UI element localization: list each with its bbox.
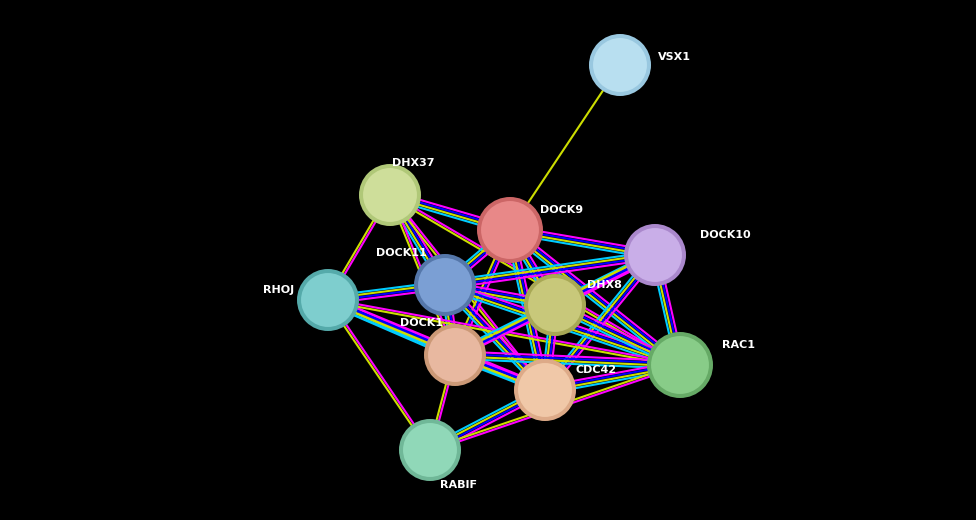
Circle shape [417,257,473,313]
Circle shape [650,335,710,395]
Circle shape [624,224,686,286]
Circle shape [424,324,486,386]
Circle shape [514,359,576,421]
Text: RABIF: RABIF [440,480,477,490]
Circle shape [402,422,458,478]
Circle shape [517,362,573,418]
Circle shape [589,34,651,96]
Text: DHX8: DHX8 [587,280,622,290]
Text: CDC42: CDC42 [575,365,616,375]
Circle shape [414,254,476,316]
Text: RHOJ: RHOJ [263,285,294,295]
Circle shape [527,277,583,333]
Circle shape [399,419,461,481]
Circle shape [592,37,648,93]
Circle shape [480,200,540,260]
Text: RAC1: RAC1 [722,340,755,350]
Circle shape [477,197,543,263]
Text: DOCK9: DOCK9 [540,205,583,215]
Text: VSX1: VSX1 [658,52,691,62]
Text: DOCK11: DOCK11 [377,248,427,258]
Circle shape [427,327,483,383]
Circle shape [297,269,359,331]
Text: DOCK10: DOCK10 [700,230,751,240]
Circle shape [359,164,421,226]
Circle shape [362,167,418,223]
Circle shape [300,272,356,328]
Circle shape [524,274,586,336]
Circle shape [647,332,713,398]
Circle shape [627,227,683,283]
Text: DHX37: DHX37 [392,158,434,168]
Text: DOCK1: DOCK1 [400,318,443,328]
